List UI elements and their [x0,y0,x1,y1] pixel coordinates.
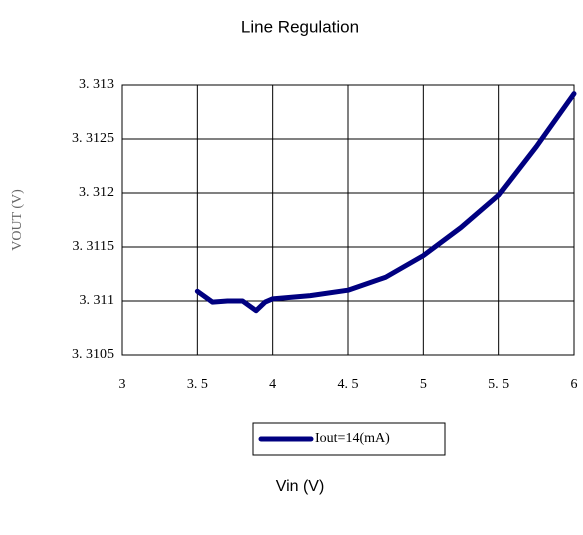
y-tick-label: 3. 3125 [72,131,114,146]
y-tick-label: 3. 313 [79,77,114,92]
x-tick-label: 6 [571,377,578,392]
y-tick-label: 3. 3105 [72,347,114,362]
x-tick-label: 4 [269,377,276,392]
y-tick-label: 3. 312 [79,185,114,200]
x-tick-label: 3 [119,377,126,392]
y-tick-label: 3. 311 [80,293,114,308]
x-tick-label: 3. 5 [187,377,208,392]
x-tick-label: 5 [420,377,427,392]
legend-label: Iout=14(mA) [315,431,390,446]
chart-title: Line Regulation [241,17,359,36]
plot-frame [121,84,575,356]
data-line [194,91,577,314]
x-tick-label: 5. 5 [488,377,509,392]
y-axis-label: VOUT (V) [10,189,25,251]
y-tick-label: 3. 3115 [73,239,114,254]
x-axis-label: Vin (V) [276,478,325,495]
x-tick-label: 4. 5 [338,377,359,392]
